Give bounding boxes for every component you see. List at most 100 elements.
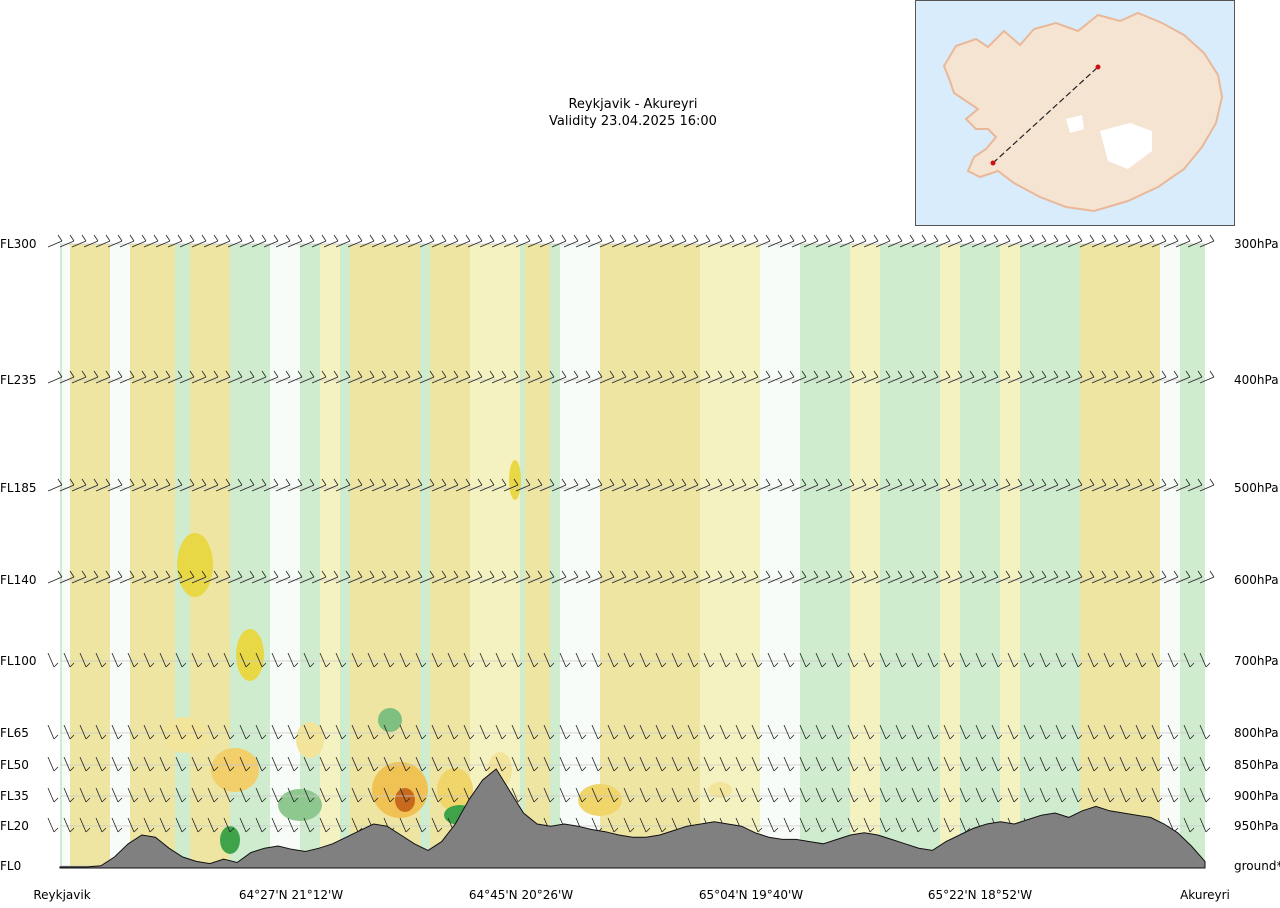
wind-barb [395,478,411,492]
barb-flag [789,370,795,378]
wind-barb [159,756,171,772]
wind-barb [943,756,955,772]
wind-barb [959,478,975,492]
barb-shaft [71,576,87,584]
barb-flag [1077,662,1083,668]
barb-flag [153,570,159,578]
barb-shaft [539,484,555,492]
barb-shaft [791,484,807,492]
wind-barb [695,370,711,384]
barb-shaft [79,724,87,740]
pressure-label: ground* [1234,859,1280,873]
barb-shaft [1135,756,1143,772]
wind-barb [1151,234,1167,248]
barb-flag [805,827,811,833]
wind-barb [407,478,423,492]
barb-flag [993,478,999,486]
barb-flag [1065,478,1071,486]
wind-barb [863,756,875,772]
barb-shaft [359,484,375,492]
barb-shaft [599,376,615,384]
barb-flag [197,734,203,740]
barb-shaft [543,724,551,740]
barb-shaft [751,652,759,668]
barb-flag [741,370,747,378]
barb-shaft [407,484,423,492]
barb-shaft [815,376,831,384]
barb-shaft [971,576,987,584]
barb-shaft [271,787,279,803]
barb-shaft [159,817,167,833]
wind-barb [991,724,1003,740]
barb-shaft [1039,787,1047,803]
barb-shaft [719,576,735,584]
barb-shaft [587,576,603,584]
wind-barb [203,234,219,248]
wind-barb [735,724,747,740]
barb-shaft [1087,652,1095,668]
barb-shaft [63,724,71,740]
barb-shaft [607,817,615,833]
barb-flag [573,234,579,242]
barb-shaft [311,240,327,248]
barb-shaft [287,724,295,740]
barb-shaft [1183,756,1191,772]
barb-shaft [599,240,615,248]
barb-shaft [647,484,663,492]
chart-subtitle: Validity 23.04.2025 16:00 [549,114,717,129]
wind-barb [1187,570,1203,584]
barb-flag [237,570,243,578]
field-cell [236,629,264,681]
wind-barb [1071,652,1083,668]
wind-barb [255,817,267,833]
wind-barb [335,570,351,584]
barb-flag [197,827,203,833]
wind-barb [975,652,987,668]
wind-barb [1199,756,1211,772]
barb-shaft [847,724,855,740]
wind-barb [119,570,135,584]
wind-barb [839,570,855,584]
barb-flag [53,662,59,668]
wind-barb [887,570,903,584]
field-cell [211,748,259,792]
wind-barb [683,370,699,384]
barb-flag [517,734,523,740]
barb-shaft [799,652,807,668]
barb-flag [1113,570,1119,578]
wind-barb [751,817,763,833]
wind-barb [839,234,855,248]
route-start-marker [990,160,996,166]
barb-shaft [47,756,55,772]
wind-barb [1175,370,1191,384]
wind-barb [611,478,627,492]
wind-barb [751,787,763,803]
barb-shaft [223,756,231,772]
wind-barb [1091,234,1107,248]
barb-flag [1113,370,1119,378]
barb-flag [873,478,879,486]
wind-barb [1175,234,1191,248]
barb-shaft [1031,576,1047,584]
barb-flag [429,478,435,486]
wind-barb [971,370,987,384]
wind-barb [943,817,955,833]
wind-barb [539,570,555,584]
barb-flag [421,662,427,668]
wind-barb [383,370,399,384]
iceland-landmass [942,11,1224,213]
barb-shaft [1091,576,1107,584]
wind-barb [911,478,927,492]
barb-flag [917,662,923,668]
barb-shaft [863,576,879,584]
barb-flag [393,234,399,242]
barb-shaft [703,724,711,740]
barb-shaft [191,756,199,772]
barb-shaft [551,240,567,248]
barb-shaft [803,576,819,584]
barb-flag [501,478,507,486]
wind-barb [1043,570,1059,584]
barb-shaft [1135,652,1143,668]
barb-shaft [995,376,1011,384]
barb-shaft [1091,484,1107,492]
